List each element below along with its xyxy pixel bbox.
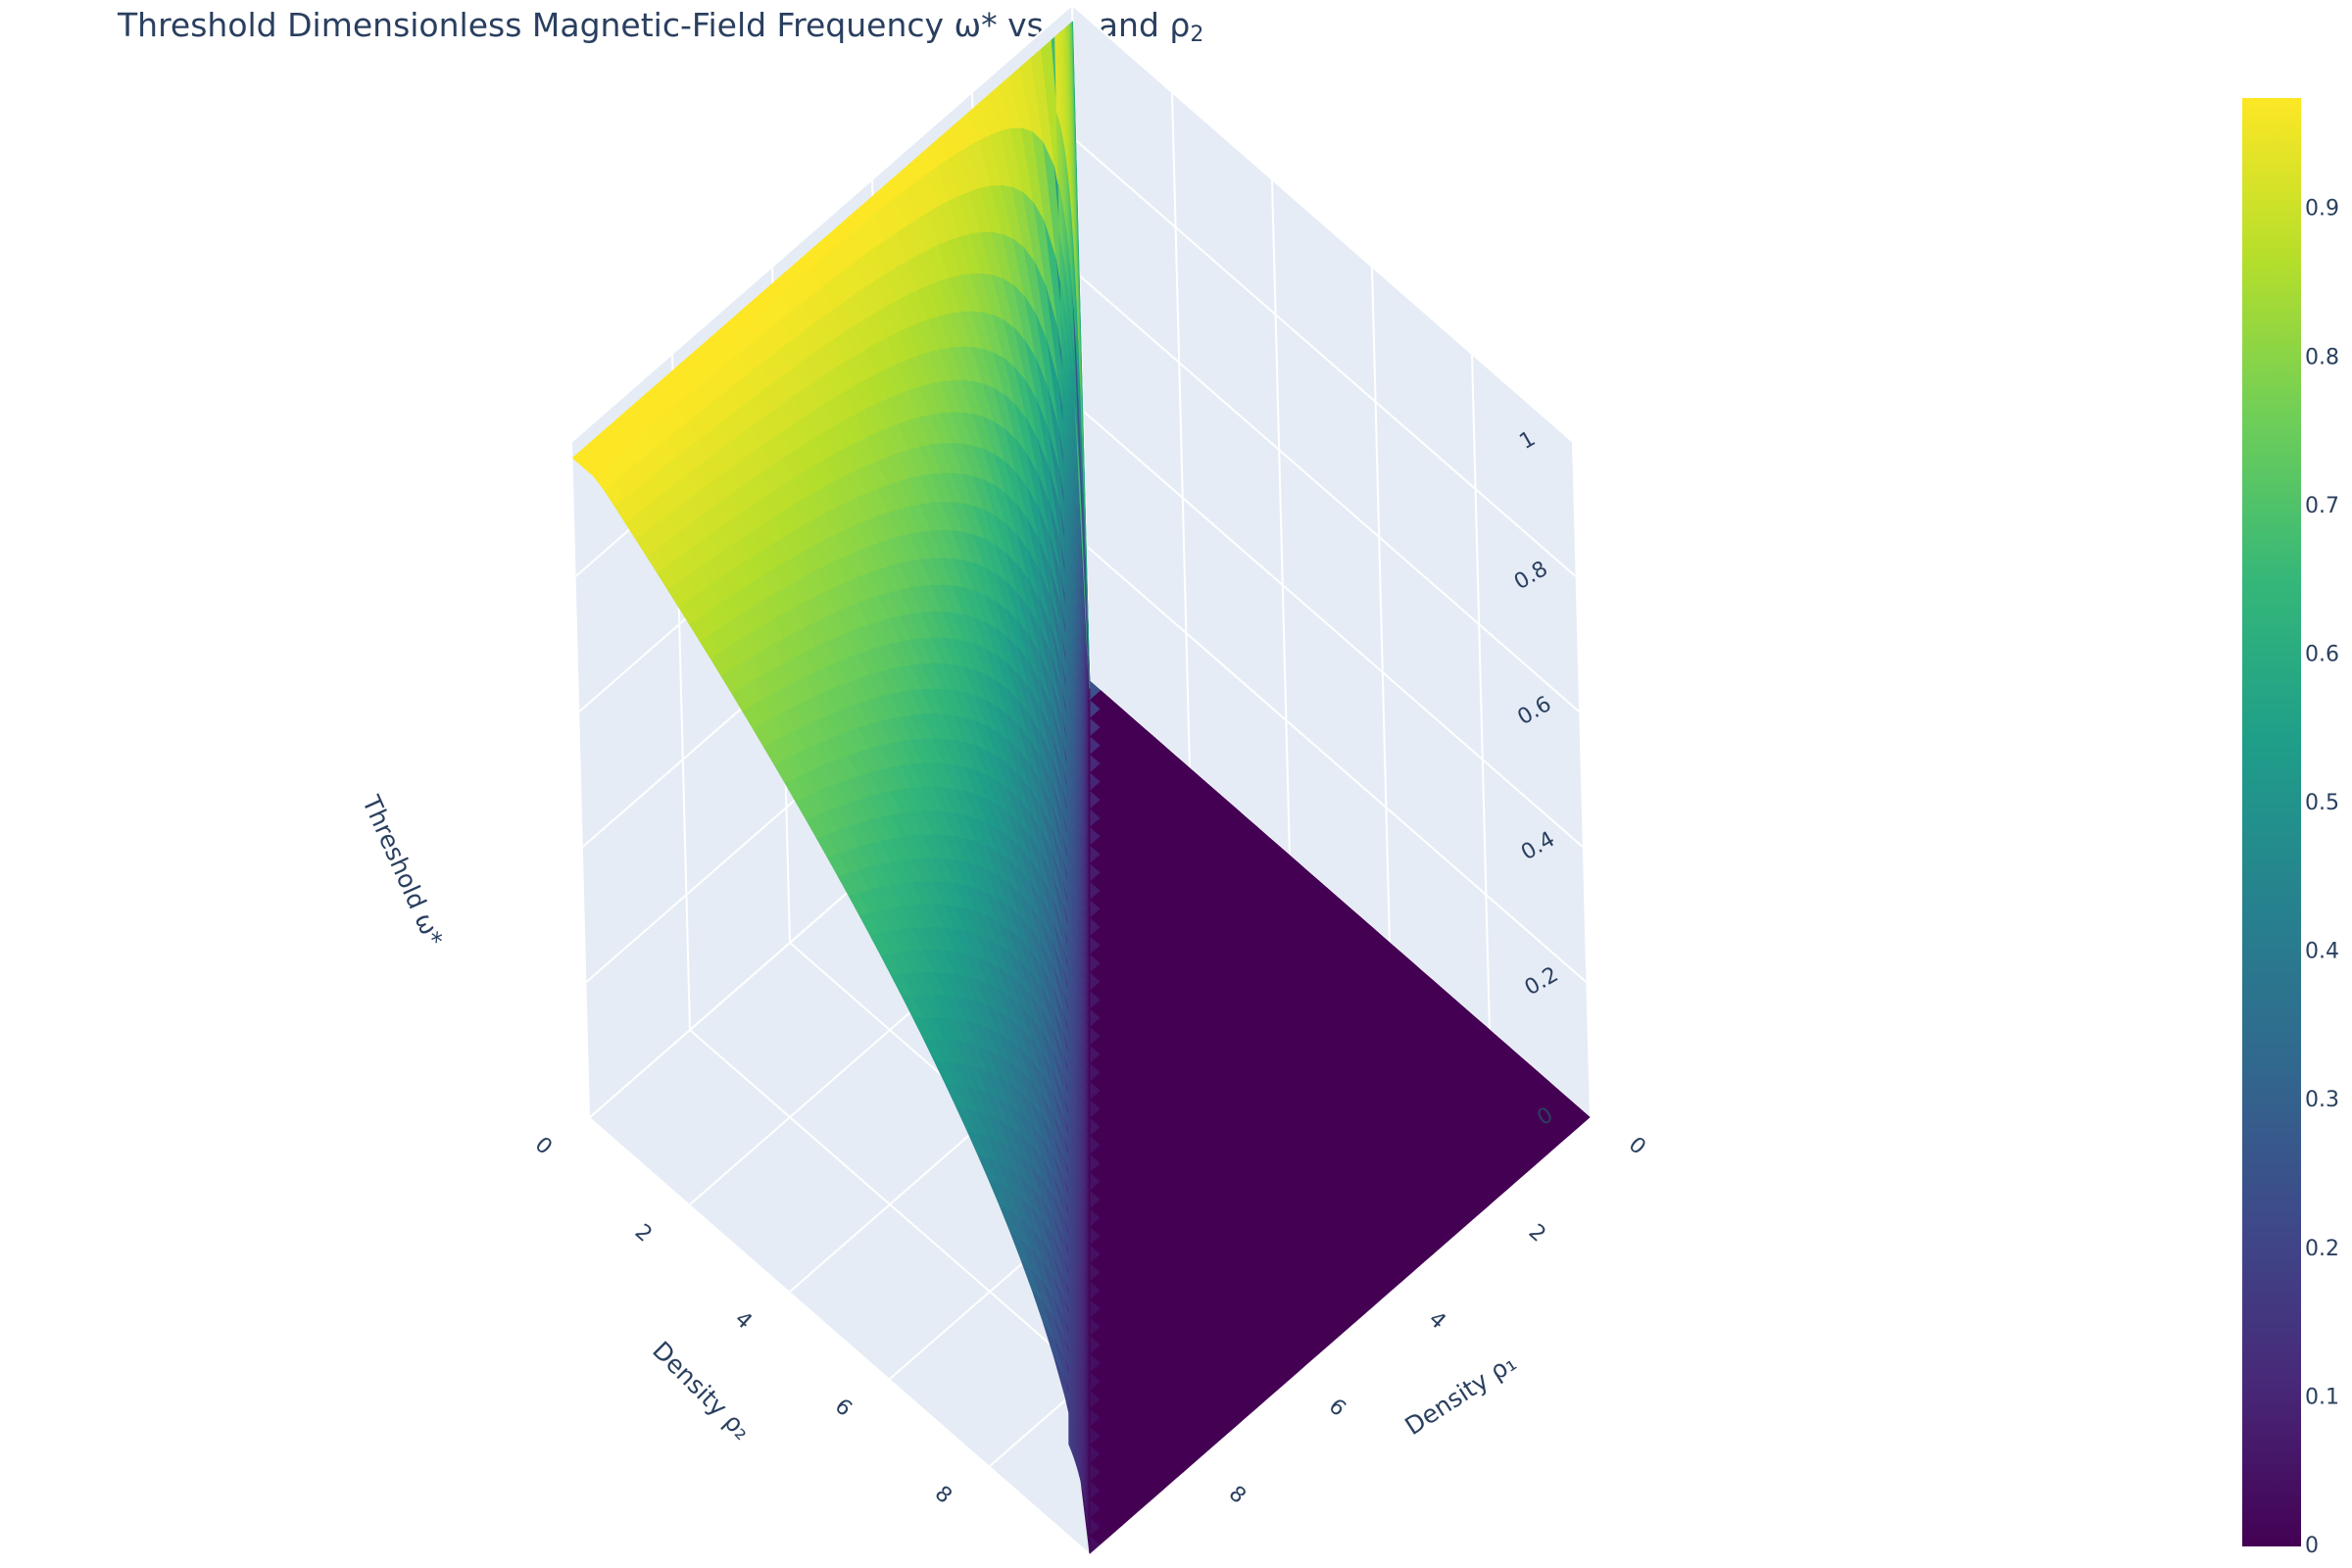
gridline-z xyxy=(1078,274,1580,712)
x-tick-label: 6 xyxy=(1324,1395,1350,1422)
y-tick-label: 8 xyxy=(930,1482,956,1509)
colorbar-ticks: 0 0.1 0.2 0.3 0.4 0.5 0.6 0.7 0.8 0.9 xyxy=(2305,197,2339,1558)
colorbar-bar xyxy=(2242,98,2301,1546)
surface-mesh xyxy=(572,21,1591,1554)
x-tick-label: 2 xyxy=(1524,1220,1550,1248)
x-axis-title: Density ρ₁ xyxy=(1399,1348,1521,1442)
x-tick-label: 4 xyxy=(1424,1307,1450,1335)
y-tick-label: 4 xyxy=(730,1307,757,1335)
colorbar-tick-label: 0.4 xyxy=(2305,940,2339,964)
gridline-y xyxy=(1371,266,1391,944)
colorbar-tick-label: 0.2 xyxy=(2305,1237,2339,1261)
gridline-z xyxy=(1085,545,1588,983)
colorbar-tick-label: 0 xyxy=(2305,1534,2319,1558)
y-tick-label: 0 xyxy=(530,1133,557,1160)
colorbar-tick-label: 0.3 xyxy=(2305,1088,2339,1112)
back-wall-rho1-zero xyxy=(1072,5,1590,1117)
gridline-y xyxy=(1271,178,1291,857)
colorbar-tick-label: 0.1 xyxy=(2305,1385,2339,1409)
y-tick-label: 2 xyxy=(630,1220,657,1248)
gridline-y xyxy=(1171,91,1191,769)
gridline-z xyxy=(571,4,1073,442)
gridline-z xyxy=(1071,4,1573,442)
colorbar-tick-label: 0.9 xyxy=(2305,197,2339,221)
chart-title: Threshold Dimensionless Magnetic-Field F… xyxy=(118,6,1204,47)
x-tick-label: 8 xyxy=(1224,1482,1250,1509)
gridline-z xyxy=(1082,410,1584,848)
colorbar: 0 0.1 0.2 0.3 0.4 0.5 0.6 0.7 0.8 0.9 xyxy=(2242,98,2339,1558)
colorbar-tick-label: 0.7 xyxy=(2305,494,2339,518)
gridline-z xyxy=(1074,139,1577,577)
z-axis-title: Threshold ω* xyxy=(357,791,449,951)
y-tick-label: 6 xyxy=(830,1395,857,1422)
y-axis-title: Density ρ₂ xyxy=(647,1336,757,1446)
colorbar-tick-label: 0.8 xyxy=(2305,345,2339,369)
surface-patch xyxy=(1054,34,1059,120)
gridline-y xyxy=(1471,353,1491,1031)
colorbar-tick-label: 0.5 xyxy=(2305,791,2339,815)
x-tick-label: 0 xyxy=(1624,1133,1650,1160)
colorbar-tick-label: 0.6 xyxy=(2305,643,2339,667)
